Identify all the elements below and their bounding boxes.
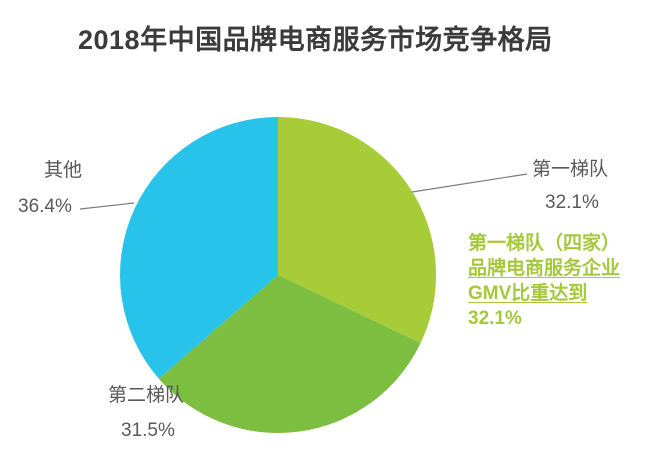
pie-slice-1 xyxy=(278,117,437,344)
annotation-callout: 第一梯队（四家） 品牌电商服务企业 GMV比重达到 32.1% xyxy=(468,231,660,331)
leader-line-tier1 xyxy=(411,173,528,193)
slice-label-other: 其他 xyxy=(44,160,83,181)
annotation-line-4: 32.1% xyxy=(468,308,522,329)
slice-label-tier2: 第二梯队 xyxy=(108,385,185,406)
chart-title: 2018年中国品牌电商服务市场竞争格局 xyxy=(78,25,553,55)
annotation-line-1: 第一梯队（四家） xyxy=(468,233,621,254)
annotation-line-2: 品牌电商服务企业 xyxy=(468,258,621,279)
pie-slice-2 xyxy=(158,275,421,434)
slice-value-tier2: 31.5% xyxy=(121,420,175,441)
annotation-line-3: GMV比重达到 xyxy=(468,283,588,304)
pie-slice-3 xyxy=(120,117,278,379)
leader-line-other xyxy=(79,202,135,210)
slice-value-other: 36.4% xyxy=(18,196,72,217)
slice-value-tier1: 32.1% xyxy=(545,192,599,213)
slice-label-tier1: 第一梯队 xyxy=(532,159,609,180)
pie-slices xyxy=(120,117,437,434)
